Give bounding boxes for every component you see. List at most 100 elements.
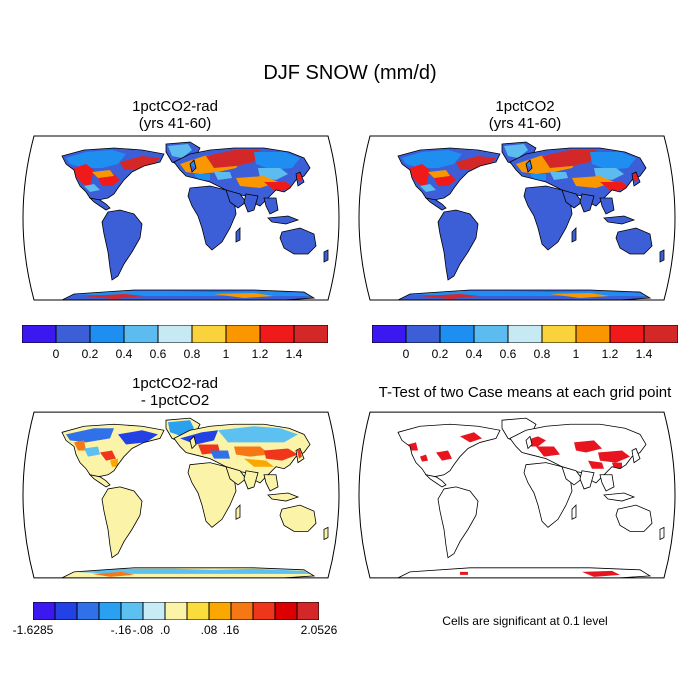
coastline-namerica — [397, 423, 501, 478]
colorbar-tick-label: 2.0526 — [300, 623, 338, 637]
colorbar-swatch — [123, 325, 159, 343]
land-seasia — [600, 474, 614, 491]
land-seasia — [264, 198, 278, 214]
coastline-india — [243, 470, 259, 490]
snow-region-eurasia — [536, 446, 560, 457]
snow-region-eurasia — [264, 448, 298, 461]
map-panel-bottom-right — [358, 411, 676, 579]
coastline-antarctica — [397, 289, 652, 300]
map-border — [22, 411, 340, 579]
land-arabia — [226, 466, 246, 485]
snow-region-antarctica — [92, 571, 134, 577]
map-border — [22, 135, 340, 301]
colorbar-tick-label: 0.6 — [499, 347, 517, 361]
colorbar-tick-label: 0.8 — [533, 347, 551, 361]
coastline-nz — [659, 249, 665, 263]
coastline-uk — [525, 435, 533, 450]
land-indonesia — [268, 216, 298, 224]
snow-region-eurasia — [206, 150, 260, 168]
snow-region-eurasia — [550, 172, 568, 180]
land-australia — [280, 505, 316, 532]
coastline-centam — [424, 474, 447, 488]
colorbar-top-left — [22, 325, 328, 343]
colorbar-top-right — [372, 325, 678, 343]
land-eurasia — [510, 424, 646, 483]
colorbar-swatch — [225, 325, 261, 343]
snow-region-namerica — [436, 450, 452, 461]
coastline-uk — [189, 159, 197, 173]
panel-title-top-right: 1pctCO2 (yrs 41-60) — [350, 98, 700, 132]
colorbar-swatch — [157, 325, 193, 343]
colorbar-labels-top-right: 0 0.2 0.4 0.6 0.8 1 1.2 1.4 — [372, 347, 678, 363]
colorbar-swatch — [208, 602, 232, 620]
snow-region-antarctica — [420, 294, 480, 299]
land-arabia — [562, 190, 582, 208]
coastline-arabia — [561, 466, 583, 486]
snow-region-eurasia — [244, 458, 274, 467]
coastline-japan — [295, 171, 305, 187]
snow-region-japan — [297, 173, 302, 182]
snow-region-greenland — [504, 144, 528, 158]
colorbar-swatch — [22, 325, 57, 343]
colorbar-swatch — [33, 602, 56, 620]
snow-region-eurasia — [574, 440, 602, 453]
colorbar-tick-label: 0 — [402, 347, 410, 361]
coastline-uk — [189, 435, 197, 450]
land-centam — [426, 474, 446, 487]
colorbar-tick-label: 0.6 — [149, 347, 167, 361]
land-africa — [188, 186, 236, 250]
colorbar-swatch — [405, 325, 441, 343]
colorbar-swatch — [120, 602, 144, 620]
land-australia — [280, 228, 316, 254]
snow-region-japan — [633, 173, 638, 182]
colorbar-bottom-left — [33, 602, 319, 620]
snow-region-eurasia — [600, 182, 630, 192]
coastline-seasia — [599, 197, 615, 215]
land-nz — [660, 527, 664, 540]
colorbar-labels-top-left: 0 0.2 0.4 0.6 0.8 1 1.2 1.4 — [22, 347, 328, 363]
coastline-samerica — [101, 209, 143, 281]
coastline-arabia — [225, 466, 247, 486]
land-samerica — [102, 486, 142, 558]
coastline-samerica — [437, 486, 479, 559]
coastline-nz — [323, 526, 329, 541]
colorbar-swatch — [541, 325, 577, 343]
map-panel-top-left — [22, 135, 340, 301]
colorbar-tick-label: 0.4 — [465, 347, 483, 361]
coastline-antarctica — [397, 567, 652, 578]
coastline-seasia — [263, 197, 279, 215]
coastline-samerica — [101, 486, 143, 559]
land-australia — [616, 505, 652, 532]
colorbar-swatch — [186, 602, 210, 620]
coastline-nz — [323, 249, 329, 263]
map-panel-top-right — [358, 135, 676, 301]
map-content — [61, 417, 329, 578]
coastline-indonesia — [603, 215, 636, 225]
colorbar-tick-label: .16 — [222, 623, 240, 637]
coastline-namerica — [397, 147, 501, 201]
colorbar-swatch — [473, 325, 509, 343]
map-group — [358, 135, 676, 301]
panel-title-top-left: 1pctCO2-rad (yrs 41-60) — [0, 98, 350, 132]
map-content — [61, 141, 329, 300]
coastline-australia — [279, 504, 317, 532]
snow-region-namerica — [100, 450, 116, 461]
land-australia — [616, 228, 652, 254]
snow-region-namerica — [402, 150, 462, 168]
colorbar-swatch — [296, 602, 319, 620]
snow-region-eurasia — [180, 430, 218, 445]
coastline-indonesia — [267, 215, 300, 225]
land-indonesia — [604, 492, 634, 502]
snow-region-namerica — [118, 430, 158, 445]
coastline-arabia — [561, 189, 583, 209]
land-nz — [324, 527, 328, 540]
colorbar-tick-label: 1.2 — [251, 347, 269, 361]
snow-region-uk — [526, 162, 531, 168]
figure-title: DJF SNOW (mm/d) — [263, 62, 437, 84]
land-nz — [324, 250, 328, 262]
snow-region-antarctica — [74, 568, 310, 574]
coastline-namerica — [61, 423, 165, 478]
colorbar-tick-label: -1.6285 — [12, 623, 54, 637]
land-centam — [426, 198, 446, 210]
snow-region-namerica — [84, 184, 100, 192]
